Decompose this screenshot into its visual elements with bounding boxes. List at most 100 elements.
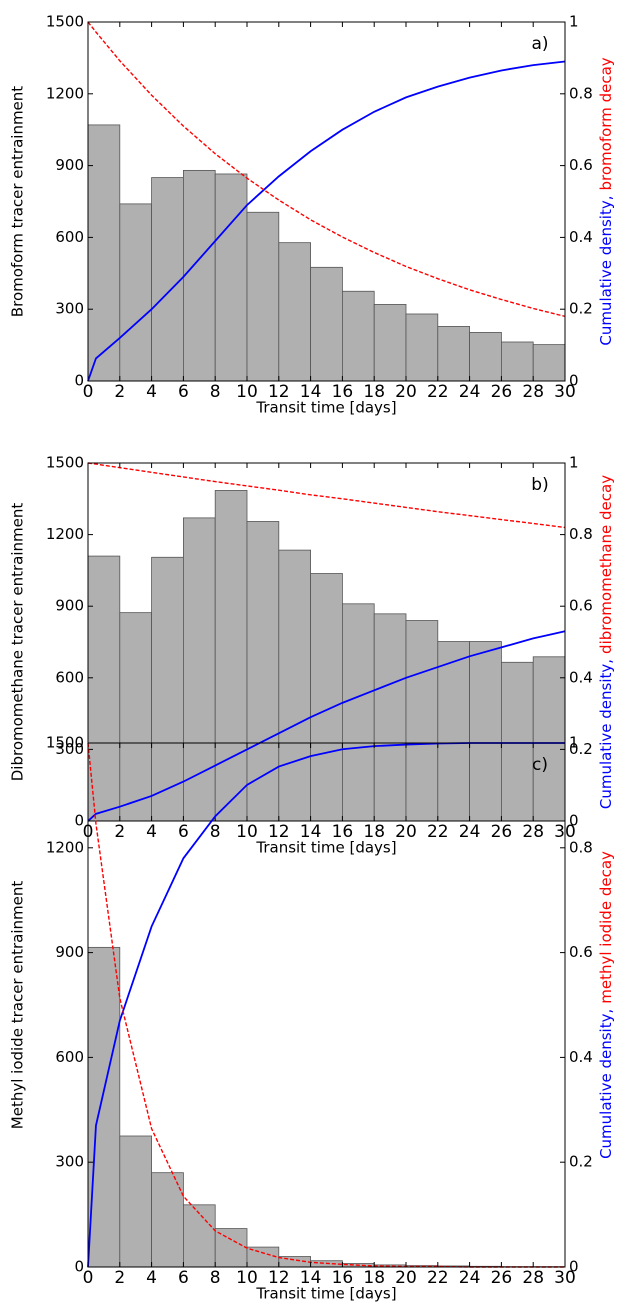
y-tick-label: 900 <box>55 597 84 615</box>
y2-tick-label: 0.8 <box>569 838 593 856</box>
x-tick-label: 22 <box>427 1268 449 1288</box>
y2-tick-label: 0 <box>569 1258 579 1276</box>
x-tick-label: 18 <box>363 1268 385 1288</box>
x-tick-label: 2 <box>114 382 125 402</box>
x-tick-label: 28 <box>522 382 544 402</box>
y-axis-label: Methyl iodide tracer entrainment <box>9 881 27 1130</box>
y2-tick-label: 0.4 <box>569 668 593 686</box>
x-tick-label: 14 <box>300 382 322 402</box>
x-tick-label: 14 <box>300 1268 322 1288</box>
y2-tick-label: 0.4 <box>569 1048 593 1066</box>
x-tick-label: 30 <box>554 1268 576 1288</box>
panel: 0 2 4 6 8 10 12 14 16 18 20 22 24 26 28 300300600900120… <box>9 13 615 417</box>
y2-tick-label: 0.6 <box>569 943 593 961</box>
panel-annotation: b) <box>531 475 548 495</box>
y2-axis-label: Cumulative density, methyl iodide decay <box>597 851 615 1159</box>
x-axis-label: Transit time [days] <box>255 1285 396 1303</box>
histogram-bar <box>310 573 343 822</box>
histogram-bar <box>469 641 502 822</box>
y2-axis-label-part: Cumulative density, <box>597 1009 615 1159</box>
x-tick-label: 24 <box>459 1268 481 1288</box>
x-tick-label: 18 <box>363 822 385 842</box>
histogram-bar <box>469 332 502 382</box>
line-series <box>87 630 566 822</box>
y2-tick-label: 0.2 <box>569 740 593 758</box>
histogram-bar <box>182 169 216 382</box>
x-tick-label: 16 <box>332 822 354 842</box>
histogram-bar <box>87 124 121 382</box>
y2-axis-label-part: Cumulative density, <box>597 659 615 809</box>
histogram-bar <box>532 344 566 382</box>
y-tick-label: 1500 <box>46 734 84 752</box>
y2-tick-label: 0.2 <box>569 1153 593 1171</box>
x-tick-label: 28 <box>522 1268 544 1288</box>
x-tick-label: 20 <box>395 1268 417 1288</box>
x-tick-label: 0 <box>83 382 94 402</box>
histogram-bar <box>310 266 343 382</box>
histogram-bar <box>373 304 407 382</box>
y-tick-label: 0 <box>74 372 84 390</box>
histogram-bar <box>500 661 534 822</box>
y-tick-label: 600 <box>55 668 84 686</box>
y-tick-label: 300 <box>55 1153 84 1171</box>
x-tick-label: 20 <box>395 822 417 842</box>
histogram-bar <box>119 1135 153 1268</box>
panel-annotation: a) <box>531 34 548 54</box>
y-axis-label: Dibromomethane tracer entrainment <box>9 503 27 782</box>
histogram-bar <box>151 177 184 382</box>
y-tick-label: 1200 <box>46 525 84 543</box>
histogram-bar <box>500 341 534 382</box>
x-tick-label: 6 <box>178 382 189 402</box>
y-tick-label: 300 <box>55 740 84 758</box>
x-tick-label: 4 <box>146 822 157 842</box>
x-tick-label: 2 <box>114 822 125 842</box>
y2-axis-label-part: Cumulative density, <box>597 195 615 345</box>
x-tick-label: 10 <box>236 822 258 842</box>
x-tick-label: 10 <box>236 1268 258 1288</box>
panel: 0 2 4 6 8 10 12 14 16 18 20 22 24 26 28 300300600900120… <box>9 454 615 857</box>
histogram-bar <box>151 556 184 822</box>
y2-tick-label: 0 <box>569 372 579 390</box>
histogram-bar <box>405 313 439 382</box>
x-axis-label: Transit time [days] <box>255 399 396 417</box>
x-tick-label: 4 <box>146 382 157 402</box>
y2-axis-label-part: methyl iodide decay <box>597 851 615 1004</box>
x-tick-label: 18 <box>363 382 385 402</box>
histogram-bar <box>246 521 280 822</box>
histogram-bar <box>373 613 407 822</box>
y-tick-label: 1200 <box>46 84 84 102</box>
histogram-bar <box>214 1228 248 1268</box>
y2-axis-label: Cumulative density, dibromomethane decay <box>597 475 615 809</box>
x-tick-label: 6 <box>178 1268 189 1288</box>
x-tick-label: 28 <box>522 822 544 842</box>
y-tick-label: 1500 <box>46 13 84 31</box>
y2-tick-label: 0.8 <box>569 525 593 543</box>
x-tick-label: 8 <box>210 382 221 402</box>
y2-tick-label: 0.8 <box>569 84 593 102</box>
histogram-bar <box>278 242 311 382</box>
x-tick-label: 26 <box>491 822 513 842</box>
histogram-bar <box>532 656 566 822</box>
y-tick-label: 1200 <box>46 838 84 856</box>
x-tick-label: 12 <box>268 1268 290 1288</box>
y-tick-label: 900 <box>55 156 84 174</box>
y2-axis-label-part: dibromomethane decay <box>597 475 615 654</box>
x-axis-label: Transit time [days] <box>255 839 396 857</box>
y2-tick-label: 0.2 <box>569 300 593 318</box>
histogram-bar <box>341 290 375 382</box>
histogram-bar <box>405 620 439 822</box>
x-tick-label: 22 <box>427 822 449 842</box>
histogram-bar <box>278 549 311 822</box>
plot-frame <box>87 742 566 1268</box>
x-tick-label: 14 <box>300 822 322 842</box>
y2-tick-label: 1 <box>569 13 579 31</box>
x-tick-label: 8 <box>210 822 221 842</box>
x-tick-label: 22 <box>427 382 449 402</box>
panel-annotation: c) <box>532 755 548 775</box>
plot-frame <box>87 21 566 382</box>
y2-tick-label: 0.6 <box>569 597 593 615</box>
x-tick-label: 10 <box>236 382 258 402</box>
y2-tick-label: 0 <box>569 812 579 830</box>
x-tick-label: 24 <box>459 382 481 402</box>
